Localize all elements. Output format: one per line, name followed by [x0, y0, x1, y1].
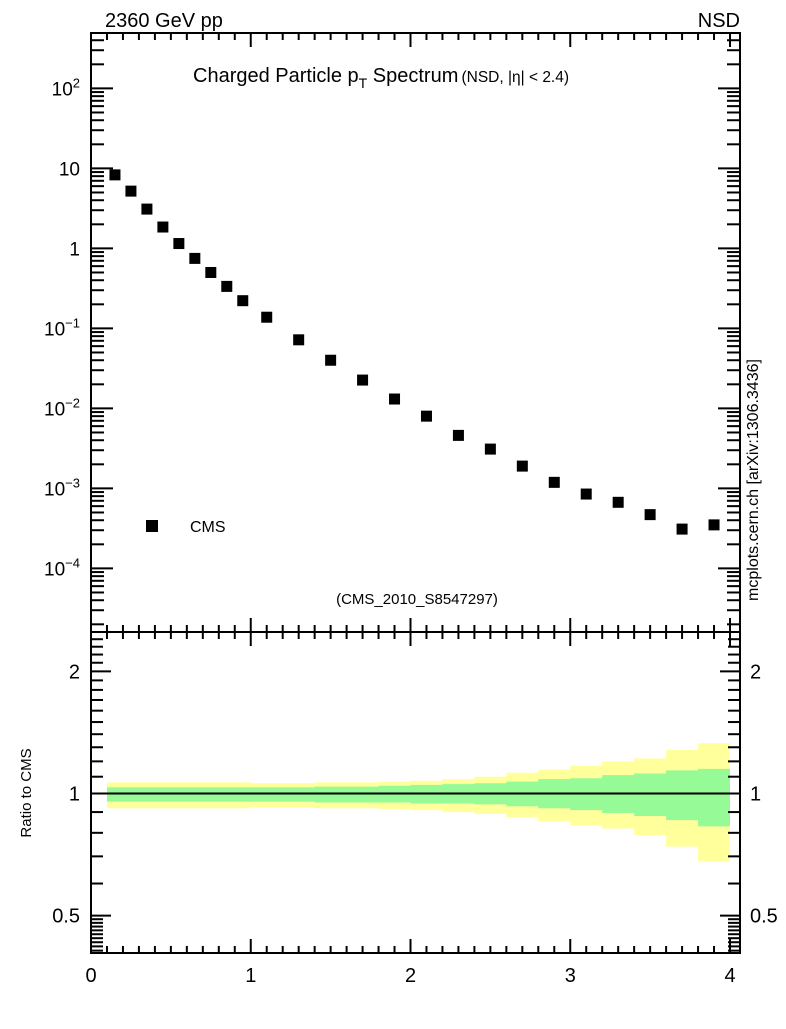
y-axis-tick-label: 10: [59, 159, 80, 180]
x-axis-tick-label: 0: [85, 965, 96, 987]
data-point: [676, 523, 688, 535]
data-point: [109, 169, 121, 181]
data-point: [548, 476, 560, 488]
data-point: [205, 266, 217, 278]
ratio-tick-label-right: 1: [750, 784, 761, 806]
axis-ticks: [90, 33, 740, 953]
x-axis-tick-label: 3: [565, 965, 576, 987]
data-point: [612, 496, 624, 508]
ratio-y-axis-title: Ratio to CMS: [18, 748, 35, 837]
data-point: [644, 509, 656, 521]
data-point: [125, 185, 137, 197]
main-plot-frame: [90, 32, 741, 633]
y-axis-tick-label: 10−4: [44, 555, 80, 580]
legend-cms-label: CMS: [190, 519, 226, 536]
data-point: [708, 519, 720, 531]
plot-title: Charged Particle pT Spectrum (NSD, |η| <…: [193, 65, 569, 91]
x-axis-tick-label: 4: [724, 965, 735, 987]
watermark-analysis-id: (CMS_2010_S8547297): [336, 591, 498, 608]
data-point: [357, 374, 369, 386]
y-axis-tick-label: 10−3: [44, 475, 80, 500]
data-point: [189, 252, 201, 264]
data-point: [237, 295, 249, 307]
data-point: [293, 334, 305, 346]
x-axis-tick-label: 1: [245, 965, 256, 987]
legend-cms-marker-icon: [146, 520, 158, 532]
ratio-tick-label-right: 0.5: [750, 906, 778, 928]
y-axis-tick-label: 102: [52, 75, 80, 100]
axis-tick-labels: 0 1 2 3 4 102 10 1 10−1 10−2 10−3 10−4 2 2 1 1 0.5 0.5: [44, 75, 778, 987]
data-point: [452, 429, 464, 441]
y-axis-tick-label: 10−2: [44, 395, 80, 420]
data-point: [420, 410, 432, 422]
data-point: [157, 221, 169, 233]
data-point: [141, 203, 153, 215]
data-point: [173, 238, 185, 250]
y-axis-tick-label: 10−1: [44, 315, 80, 340]
ratio-tick-label-left: 1: [69, 784, 80, 806]
data-point: [325, 354, 337, 366]
y-axis-tick-label: 1: [69, 239, 80, 260]
ratio-tick-label-left: 0.5: [52, 906, 80, 928]
data-point: [516, 460, 528, 472]
uncertainty-band-inner: [106, 768, 731, 827]
data-point: [389, 393, 401, 405]
data-point: [484, 443, 496, 455]
ratio-tick-label-left: 2: [69, 661, 80, 683]
header-event-class: NSD: [698, 10, 740, 32]
data-point: [221, 280, 233, 292]
ratio-tick-label-right: 2: [750, 661, 761, 683]
legend: CMS: [146, 519, 226, 536]
data-points: [109, 169, 720, 535]
data-point: [580, 488, 592, 500]
ratio-plot-frame: [90, 631, 741, 954]
citation-note: mcplots.cern.ch [arXiv:1306.3436]: [745, 359, 762, 601]
header-beam-energy: 2360 GeV pp: [105, 10, 223, 32]
x-axis-tick-label: 2: [405, 965, 416, 987]
data-point: [261, 311, 273, 323]
